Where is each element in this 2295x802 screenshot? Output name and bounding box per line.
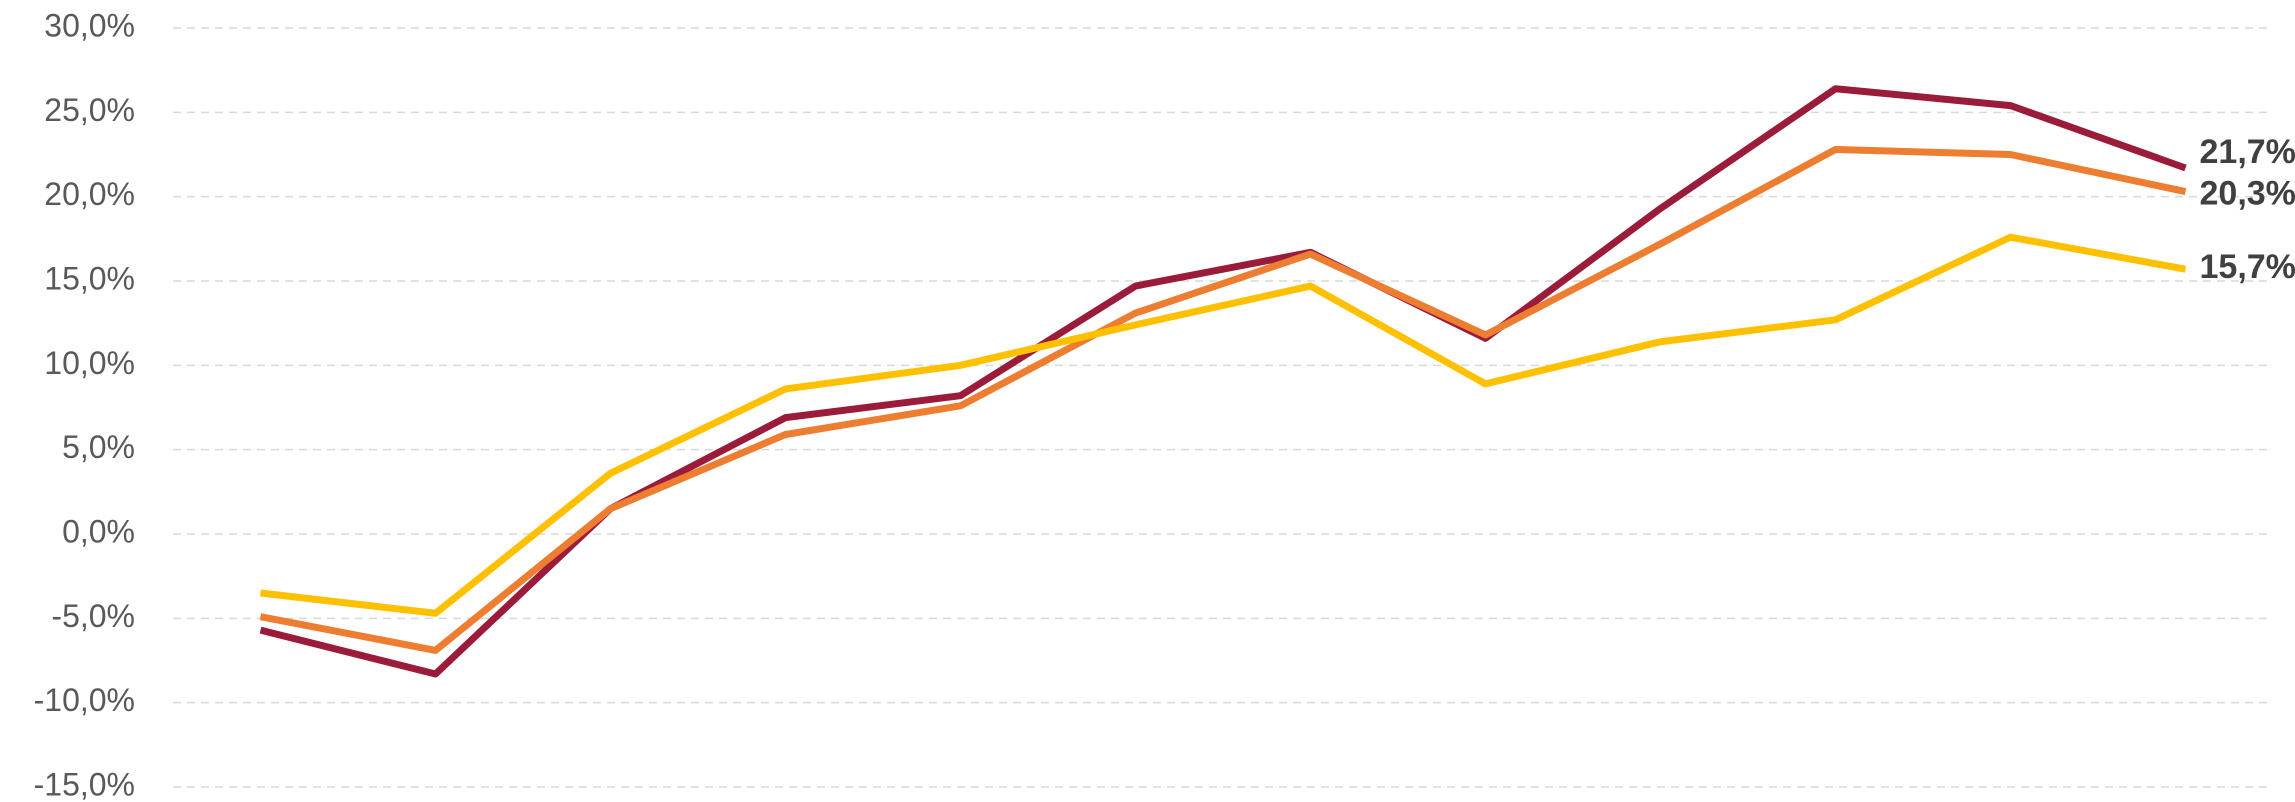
y-tick-label: -10,0% bbox=[34, 682, 135, 718]
series-line bbox=[260, 233, 2187, 617]
series-line bbox=[259, 145, 2187, 654]
y-tick-label: 15,0% bbox=[44, 260, 135, 296]
y-tick-label: 25,0% bbox=[44, 92, 135, 128]
y-tick-label: 5,0% bbox=[62, 429, 135, 465]
y-tick-label: 30,0% bbox=[44, 7, 135, 43]
y-tick-label: -15,0% bbox=[34, 766, 135, 802]
data-label: 15,7% bbox=[2200, 248, 2295, 286]
series-line bbox=[259, 85, 2187, 678]
y-tick-label: 20,0% bbox=[44, 176, 135, 212]
y-tick-label: 0,0% bbox=[62, 513, 135, 549]
data-label: 20,3% bbox=[2200, 175, 2295, 213]
y-tick-label: 10,0% bbox=[44, 345, 135, 381]
data-label: 21,7% bbox=[2200, 133, 2295, 171]
y-tick-label: -5,0% bbox=[51, 598, 135, 634]
